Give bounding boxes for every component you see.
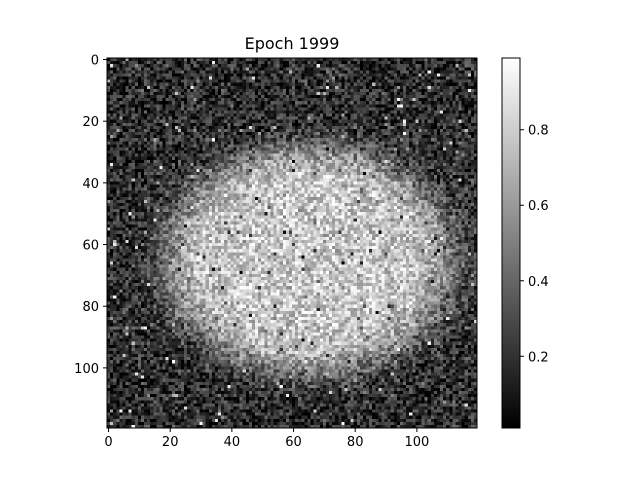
heatmap-image xyxy=(107,58,477,428)
y-axis: 0 20 40 60 80 100 xyxy=(74,54,107,377)
y-tick-label: 100 xyxy=(74,362,99,377)
x-tick-label: 0 xyxy=(104,435,112,450)
x-tick-label: 40 xyxy=(224,435,241,450)
plot-frame xyxy=(106,57,478,429)
y-tick-label: 0 xyxy=(91,54,99,69)
y-tick-label: 80 xyxy=(82,300,99,315)
colorbar-tick-label: 0.6 xyxy=(528,199,549,214)
x-tick-label: 20 xyxy=(162,435,179,450)
x-axis: 0 20 40 60 80 100 xyxy=(104,428,429,450)
x-tick-label: 80 xyxy=(347,435,364,450)
x-tick-label: 60 xyxy=(285,435,302,450)
colorbar-gradient xyxy=(501,57,521,429)
chart-title: Epoch 1999 xyxy=(245,34,340,53)
colorbar-tick-label: 0.8 xyxy=(528,124,549,139)
colorbar-ticks: 0.2 0.4 0.6 0.8 xyxy=(520,124,549,365)
y-tick-label: 60 xyxy=(82,239,99,254)
y-tick-label: 40 xyxy=(82,177,99,192)
colorbar-tick-label: 0.4 xyxy=(528,275,549,290)
x-tick-label: 100 xyxy=(404,435,429,450)
y-tick-label: 20 xyxy=(82,115,99,130)
colorbar-tick-label: 0.2 xyxy=(528,350,549,365)
colorbar: 0.2 0.4 0.6 0.8 xyxy=(501,57,549,429)
